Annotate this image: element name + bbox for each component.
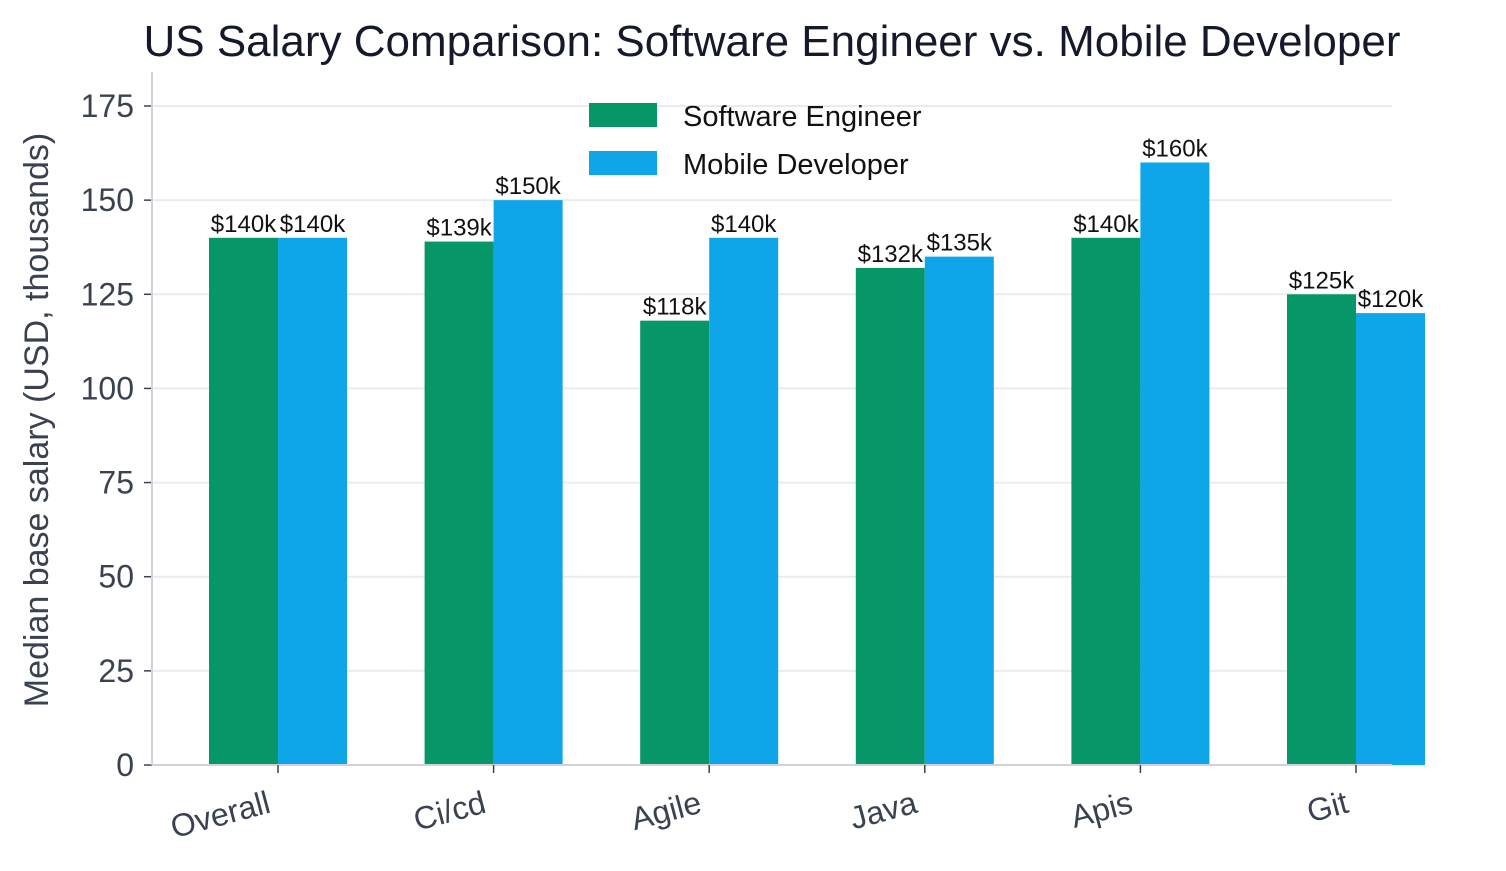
legend-swatch-mobile-developer bbox=[589, 151, 657, 175]
y-tick-label: 100 bbox=[81, 370, 134, 406]
bar-software-engineer-agile bbox=[640, 320, 710, 765]
data-label: $132k bbox=[858, 241, 924, 268]
data-label: $118k bbox=[643, 294, 708, 321]
y-tick-label: 150 bbox=[81, 182, 134, 218]
x-tick-label: Java bbox=[846, 784, 921, 836]
bar-mobile-developer-apis bbox=[1140, 162, 1210, 765]
data-label: $139k bbox=[426, 215, 492, 242]
data-label: $125k bbox=[1289, 267, 1355, 294]
x-tick-label: Ci/cd bbox=[410, 784, 490, 838]
x-tick-label: Apis bbox=[1067, 784, 1136, 835]
bar-software-engineer-java bbox=[855, 267, 925, 765]
chart-title: US Salary Comparison: Software Engineer … bbox=[143, 17, 1400, 66]
data-labels: $140k $140k $139k$150k$118k$140k$132k $135k… bbox=[211, 135, 1424, 320]
y-tick-label: 25 bbox=[98, 653, 134, 689]
x-tick-label: Agile bbox=[627, 784, 705, 837]
bars bbox=[209, 162, 1425, 766]
x-tick-label: Overall bbox=[167, 784, 274, 845]
bar-mobile-developer-java bbox=[924, 256, 994, 765]
data-label: $150k bbox=[495, 173, 561, 200]
data-label: $140k bbox=[211, 211, 277, 238]
y-tick-label: 75 bbox=[98, 465, 134, 501]
data-label: $140k bbox=[1073, 211, 1139, 238]
y-tick-label: 0 bbox=[116, 747, 134, 783]
y-tick-label: 50 bbox=[98, 559, 134, 595]
bar-mobile-developer-agile bbox=[709, 237, 779, 766]
bar-software-engineer-ci-cd bbox=[424, 241, 494, 765]
y-axis-label: Median base salary (USD, thousands) bbox=[18, 133, 56, 708]
legend-label-software-engineer: Software Engineer bbox=[683, 101, 922, 133]
legend: Software Engineer Mobile Developer bbox=[589, 101, 922, 181]
y-tick-label: 125 bbox=[81, 276, 134, 312]
bar-mobile-developer-git bbox=[1356, 313, 1425, 765]
data-label: $120k bbox=[1358, 286, 1424, 313]
bar-software-engineer-overall bbox=[209, 237, 278, 766]
legend-swatch-software-engineer bbox=[589, 103, 657, 127]
data-label: $135k bbox=[927, 230, 993, 257]
y-tick-label: 175 bbox=[81, 88, 134, 124]
bar-software-engineer-apis bbox=[1071, 237, 1141, 766]
x-tick-label: Git bbox=[1303, 784, 1352, 829]
bar-mobile-developer-overall bbox=[278, 237, 347, 766]
bar-software-engineer-git bbox=[1287, 294, 1356, 765]
data-label: $140k bbox=[711, 211, 777, 238]
data-label: $140k bbox=[280, 211, 346, 238]
legend-label-mobile-developer: Mobile Developer bbox=[683, 149, 909, 181]
data-label: $160k bbox=[1142, 135, 1208, 162]
bar-mobile-developer-ci-cd bbox=[493, 200, 563, 766]
